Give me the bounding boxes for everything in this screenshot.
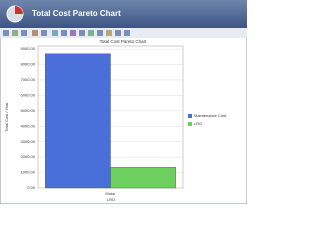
tool-button[interactable]	[88, 30, 94, 36]
x-tick-label: Motor	[105, 191, 116, 196]
legend-label: Maintenance Cost	[194, 113, 227, 118]
legend-label: LRO	[194, 121, 202, 126]
bar	[45, 53, 111, 189]
y-tick-label: 9000.00	[21, 46, 36, 51]
chart: Total Cost Pareto Chart Total Cost / Yea…	[4, 39, 227, 202]
window-icon-slice	[15, 6, 23, 14]
y-tick-label: 6000.00	[21, 92, 36, 97]
page: Total Cost Pareto Chart Total Cost Paret…	[0, 0, 248, 205]
y-axis-label: Total Cost / Year	[4, 102, 9, 132]
window-title: Total Cost Pareto Chart	[32, 9, 121, 18]
tool-button[interactable]	[12, 30, 18, 36]
tool-button[interactable]	[97, 30, 103, 36]
chart-title: Total Cost Pareto Chart	[100, 39, 148, 44]
toolbar	[0, 28, 247, 38]
window: Total Cost Pareto Chart Total Cost Paret…	[0, 0, 248, 205]
y-tick-label: 3000.00	[21, 139, 36, 144]
tool-button[interactable]	[21, 30, 27, 36]
y-tick-label: 2000.00	[21, 154, 36, 159]
title-bar	[0, 0, 247, 28]
tool-button[interactable]	[52, 30, 58, 36]
tool-button[interactable]	[61, 30, 67, 36]
legend-swatch	[188, 122, 192, 126]
toolbar-buttons	[3, 30, 130, 36]
tool-button[interactable]	[3, 30, 9, 36]
x-axis-label: LRO	[107, 197, 115, 202]
y-tick-label: 7000.00	[21, 77, 36, 82]
tool-button[interactable]	[79, 30, 85, 36]
y-tick-label: 4000.00	[21, 123, 36, 128]
legend-swatch	[188, 114, 192, 118]
y-tick-label: 5000.00	[21, 108, 36, 113]
y-tick-label: 1000.00	[21, 170, 36, 175]
bar	[110, 166, 176, 189]
tool-button[interactable]	[41, 30, 47, 36]
y-tick-label: 8000.00	[21, 62, 36, 67]
tool-button[interactable]	[106, 30, 112, 36]
tool-button[interactable]	[124, 30, 130, 36]
tool-button[interactable]	[70, 30, 76, 36]
tool-button[interactable]	[115, 30, 121, 36]
y-tick-label: 0.00	[27, 185, 36, 190]
tool-button[interactable]	[32, 30, 38, 36]
